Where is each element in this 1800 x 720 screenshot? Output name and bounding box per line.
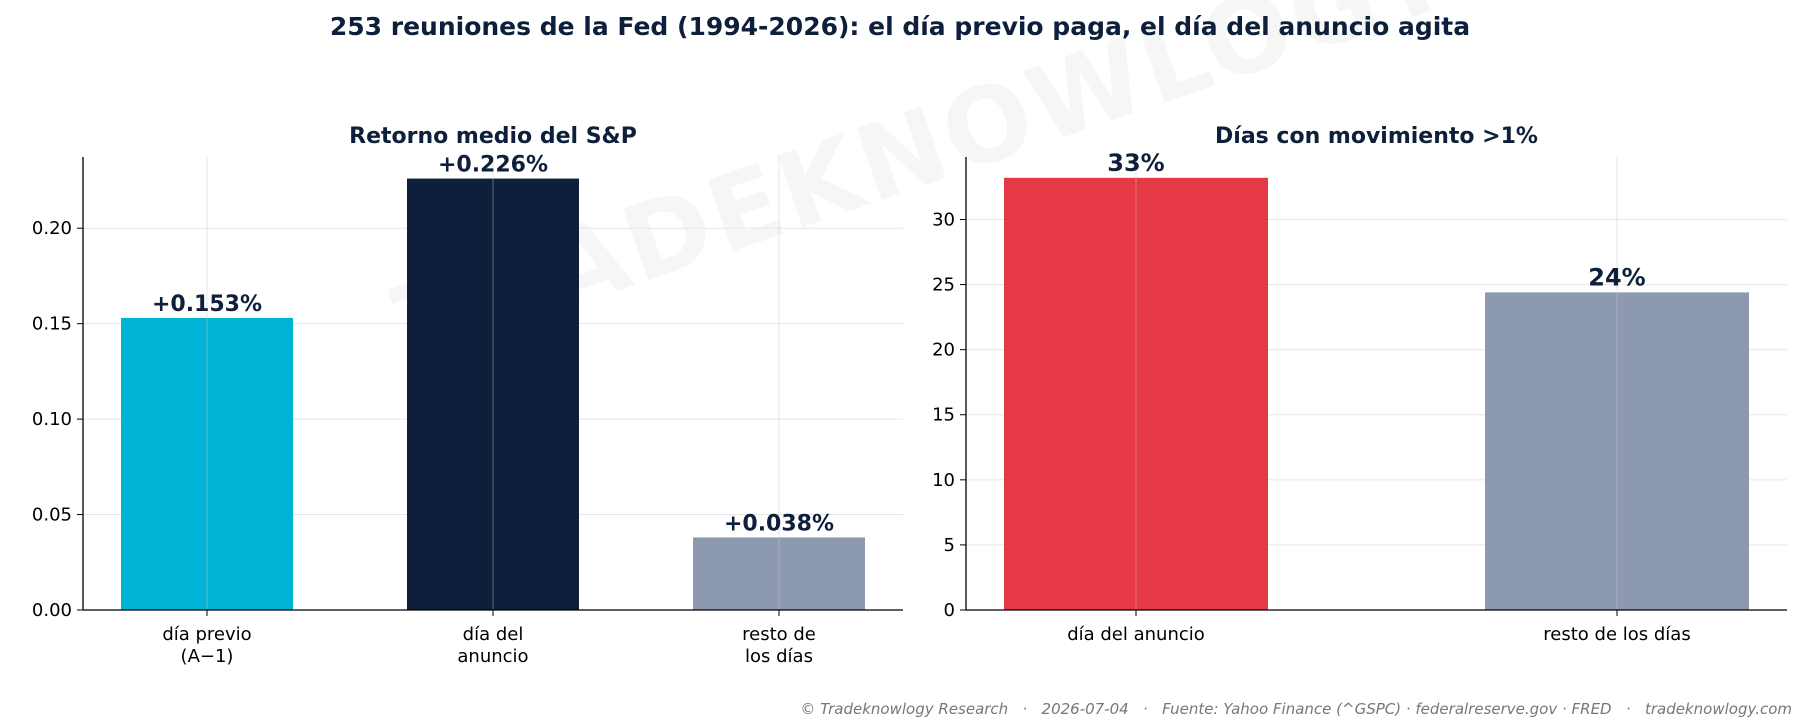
figure-footer: © Tradeknowlogy Research · 2026-07-04 · … [800, 700, 1792, 718]
bar [121, 317, 293, 610]
chart-title: Retorno medio del S&P [349, 124, 637, 149]
y-tick-label: 0.05 [32, 505, 72, 526]
x-tick-label: resto de los días [1543, 624, 1690, 645]
bar [407, 178, 579, 611]
y-tick-label: 5 [944, 535, 955, 556]
y-tick-label: 20 [932, 340, 955, 361]
x-tick-label: día del anuncio [1067, 624, 1205, 645]
x-tick-label: día previo (A−1) [162, 624, 251, 667]
y-tick-label: 10 [932, 470, 955, 491]
data-label: +0.038% [724, 511, 834, 536]
x-tick-label: día del anuncio [457, 624, 528, 667]
y-tick-label: 30 [932, 209, 955, 230]
bar [1004, 177, 1268, 611]
y-tick-label: 0.00 [32, 600, 72, 621]
y-tick-label: 25 [932, 275, 955, 296]
chart-title: Días con movimiento >1% [1215, 124, 1538, 149]
data-label: +0.153% [152, 292, 262, 317]
y-tick-label: 0.20 [32, 218, 72, 239]
data-label: 33% [1107, 149, 1164, 177]
x-tick-label: resto de los días [742, 624, 816, 667]
y-tick-label: 0 [944, 600, 955, 621]
figure-title: 253 reuniones de la Fed (1994-2026): el … [330, 12, 1470, 41]
y-tick-label: 0.15 [32, 314, 72, 335]
y-tick-label: 15 [932, 405, 955, 426]
bar [693, 537, 865, 610]
y-tick-label: 0.10 [32, 409, 72, 430]
bar [1485, 292, 1749, 610]
data-label: 24% [1588, 263, 1645, 291]
data-label: +0.226% [438, 153, 548, 178]
